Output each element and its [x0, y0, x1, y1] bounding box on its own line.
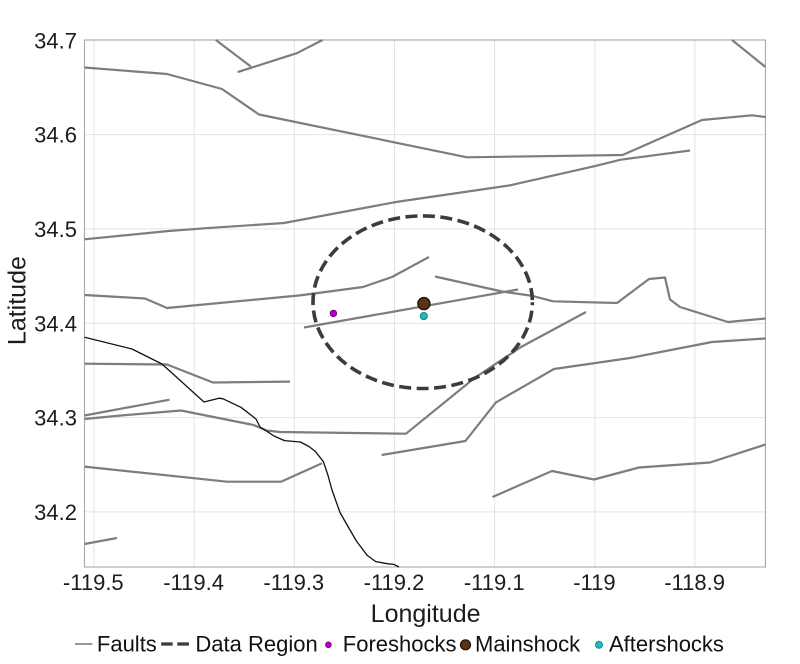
svg-text:Aftershocks: Aftershocks — [609, 631, 724, 656]
svg-text:-119.2: -119.2 — [364, 570, 425, 595]
svg-text:-119.1: -119.1 — [464, 570, 525, 595]
svg-text:-119.3: -119.3 — [263, 570, 324, 595]
svg-text:Faults: Faults — [97, 631, 157, 656]
svg-text:34.4: 34.4 — [34, 311, 77, 336]
svg-text:Longitude: Longitude — [371, 600, 481, 628]
svg-text:34.7: 34.7 — [34, 28, 77, 53]
svg-text:-119.5: -119.5 — [63, 570, 124, 595]
svg-text:Mainshock: Mainshock — [475, 631, 581, 656]
svg-text:Data Region: Data Region — [195, 631, 317, 656]
svg-text:34.2: 34.2 — [34, 500, 77, 525]
svg-text:Foreshocks: Foreshocks — [343, 631, 457, 656]
svg-text:-118.9: -118.9 — [664, 570, 725, 595]
svg-text:34.5: 34.5 — [34, 217, 77, 242]
svg-text:34.6: 34.6 — [34, 123, 77, 148]
svg-text:-119.4: -119.4 — [163, 570, 224, 595]
svg-text:34.3: 34.3 — [34, 406, 77, 431]
svg-text:-119: -119 — [573, 570, 615, 595]
svg-text:Latitude: Latitude — [3, 256, 31, 345]
